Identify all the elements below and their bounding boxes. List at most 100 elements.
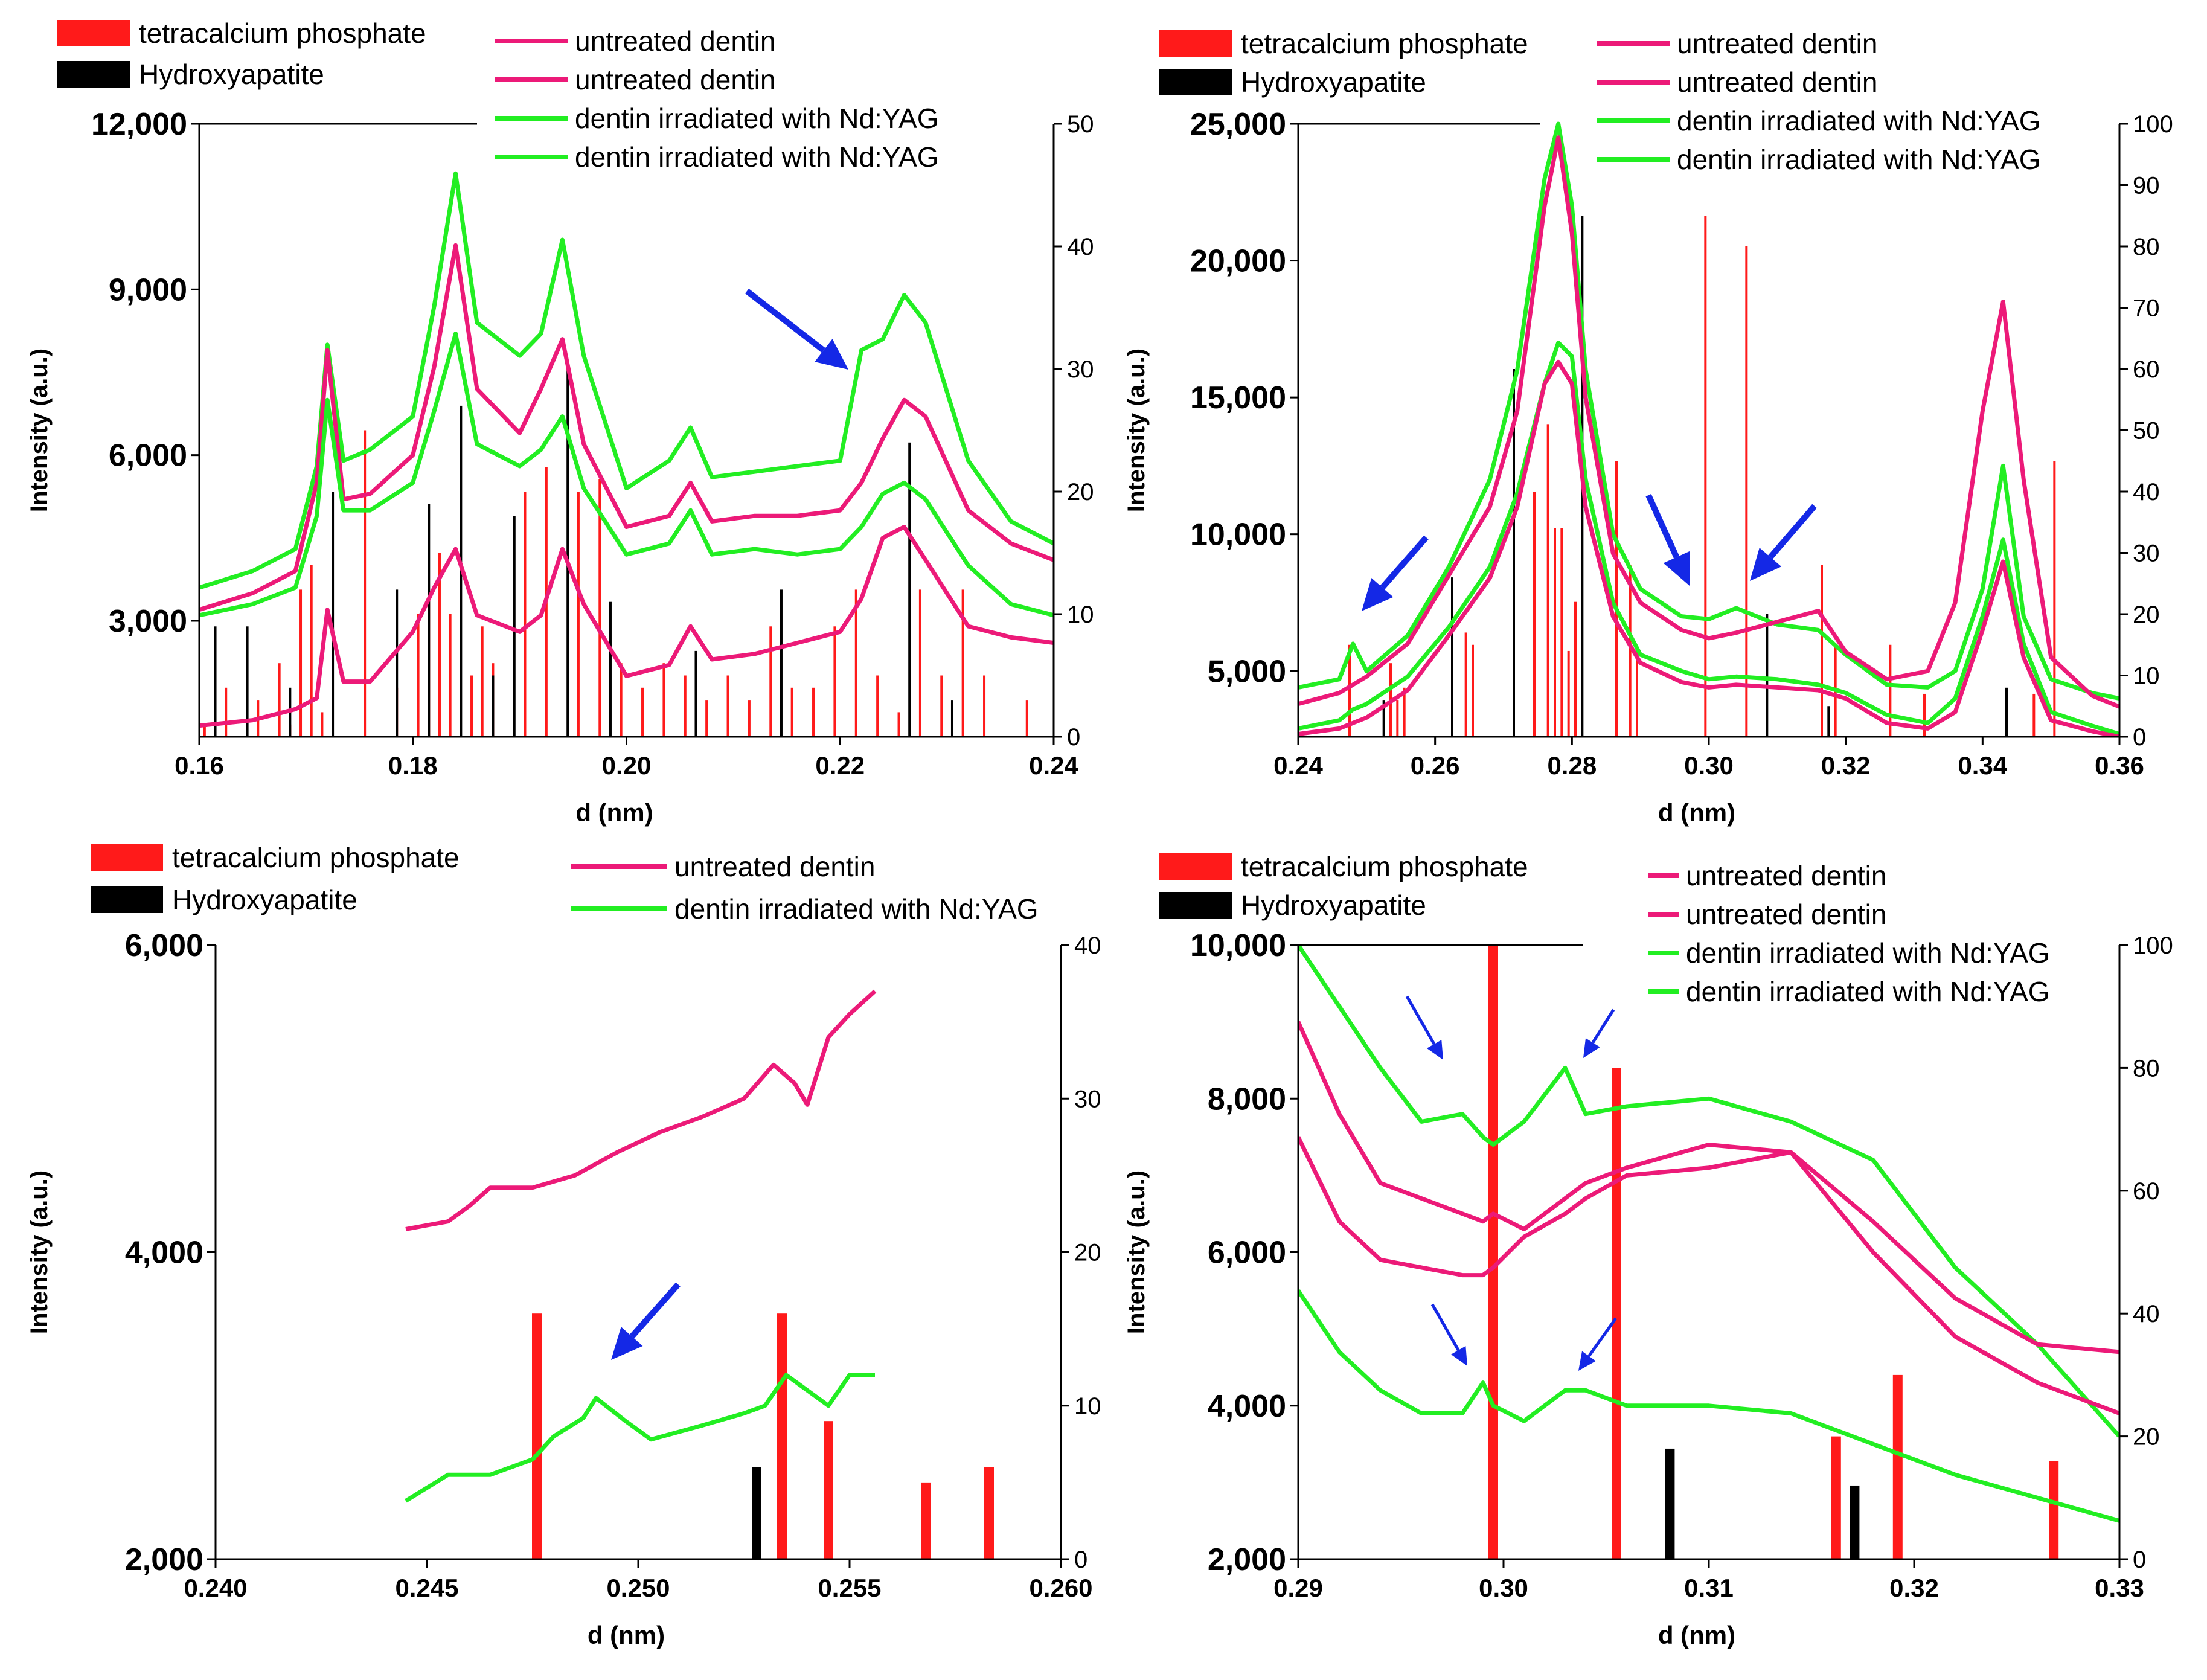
- arrow-shaft: [1591, 1008, 1615, 1044]
- tcp-bar-1: [1488, 945, 1498, 1559]
- annotation-arrow-icon: [1750, 504, 1817, 581]
- hap-bar-13: [780, 589, 783, 737]
- right-tick-label: 30: [1074, 1086, 1101, 1112]
- legend: tetracalcium phosphate Hydroxyapatite untr…: [57, 18, 939, 173]
- legend-label: tetracalcium phosphate: [1241, 28, 1528, 59]
- hap-reference-bars: [1665, 1448, 1860, 1559]
- left-tick-label: 6,000: [109, 438, 187, 473]
- tcp-bar-15: [1636, 650, 1638, 737]
- hap-bar-2: [1850, 1485, 1860, 1559]
- right-tick-label: 100: [2133, 932, 2173, 959]
- right-tick-label: 80: [2133, 1055, 2160, 1082]
- tcp-bar-13: [438, 553, 441, 737]
- x-tick-label: 0.32: [1889, 1574, 1939, 1602]
- untreated-dentin-line-2: [1298, 135, 2119, 709]
- hap-reference-bars: [1382, 216, 2008, 737]
- x-tick-label: 0.28: [1547, 751, 1597, 780]
- legend: tetracalcium phosphate Hydroxyapatite untr…: [91, 842, 1039, 925]
- x-tick-label: 0.31: [1684, 1574, 1734, 1602]
- arrow-shaft: [1380, 535, 1429, 590]
- right-tick-label: 80: [2133, 234, 2160, 260]
- hap-bar-12: [694, 650, 697, 737]
- arrow-shaft: [1587, 1317, 1618, 1358]
- left-tick-label: 4,000: [1208, 1389, 1286, 1424]
- tcp-bar-1: [1348, 644, 1351, 737]
- intensity-curves: [1298, 944, 2119, 1523]
- right-tick-label: 20: [2133, 1424, 2160, 1451]
- hap-bar-2: [246, 626, 249, 737]
- tcp-bar-5: [1464, 632, 1467, 737]
- tcp-bar-2: [1612, 1068, 1621, 1559]
- hap-bar-1: [214, 626, 217, 737]
- tcp-bar-16: [1704, 216, 1707, 737]
- left-tick-label: 15,000: [1190, 380, 1286, 415]
- tcp-bar-2: [777, 1313, 787, 1559]
- right-tick-label: 40: [2133, 479, 2160, 505]
- tcp-bar-33: [854, 589, 857, 737]
- tcp-bar-23: [2053, 461, 2056, 737]
- arrow-shaft: [1430, 1303, 1460, 1351]
- x-axis-title: d (nm): [588, 1621, 665, 1649]
- tcp-legend-swatch: [57, 20, 130, 46]
- tcp-bar-9: [1554, 528, 1556, 737]
- tcp-bar-25: [684, 675, 687, 737]
- x-tick-label: 0.20: [602, 751, 652, 780]
- arrow-shaft: [1405, 995, 1436, 1045]
- hap-legend-swatch: [91, 886, 163, 913]
- tcp-legend-swatch: [91, 844, 163, 871]
- right-tick-label: 0: [1067, 724, 1080, 751]
- right-tick-label: 50: [1067, 111, 1094, 138]
- tcp-bar-23: [641, 687, 644, 737]
- tcp-bar-26: [705, 700, 708, 737]
- left-tick-label: 12,000: [91, 107, 187, 142]
- arrow-head: [1362, 578, 1394, 611]
- hap-bar-3: [1513, 369, 1515, 737]
- x-tick-label: 0.30: [1684, 751, 1734, 780]
- tcp-bar-6: [1472, 644, 1474, 737]
- right-tick-label: 40: [1067, 234, 1094, 260]
- tcp-bar-3: [824, 1421, 833, 1559]
- x-tick-label: 0.250: [606, 1574, 670, 1602]
- left-tick-label: 9,000: [109, 272, 187, 307]
- tcp-bar-29: [769, 626, 772, 737]
- hap-bar-8: [492, 675, 495, 737]
- tcp-bar-28: [748, 700, 751, 737]
- tcp-bar-22: [2032, 693, 2036, 737]
- right-tick-label: 60: [2133, 1178, 2160, 1205]
- chart-panel-4: 2,000 4,000 6,000 8,000 10,000 0 20 40 60 80 100 0.…: [1123, 851, 2173, 1649]
- annotation-arrow-icon: [611, 1282, 681, 1360]
- arrow-head: [1578, 1351, 1596, 1371]
- intensity-curves: [405, 989, 877, 1503]
- annotation-arrow-icon: [1405, 995, 1443, 1060]
- right-tick-label: 40: [2133, 1301, 2160, 1327]
- axis-frame: [198, 123, 1055, 738]
- tcp-bar-11: [1567, 650, 1570, 737]
- arrow-shaft: [1645, 493, 1680, 559]
- y-axis-title: Intensity (a.u.): [1123, 1170, 1150, 1334]
- tcp-bar-4: [1892, 1374, 1903, 1559]
- untreated-dentin-line-1: [405, 989, 877, 1231]
- hap-bar-14: [908, 442, 911, 737]
- untreated-dentin-line-3: [1298, 1136, 2119, 1415]
- left-tick-label: 10,000: [1190, 518, 1286, 553]
- left-tick-label: 20,000: [1190, 244, 1286, 279]
- hap-bar-6: [428, 504, 431, 737]
- x-tick-label: 0.18: [388, 751, 438, 780]
- tcp-bar-8: [1546, 424, 1549, 737]
- hap-reference-bars: [752, 1467, 761, 1559]
- tcp-reference-bars: [1348, 216, 2056, 737]
- tcp-reference-bars: [532, 1313, 994, 1559]
- right-tick-label: 10: [1074, 1393, 1101, 1420]
- legend-label: tetracalcium phosphate: [172, 842, 460, 873]
- tcp-bar-18: [1821, 565, 1823, 737]
- left-tick-label: 10,000: [1190, 928, 1286, 963]
- left-tick-label: 5,000: [1208, 654, 1286, 689]
- tcp-legend-swatch: [1159, 30, 1232, 57]
- right-tick-label: 40: [1074, 932, 1101, 959]
- hap-bar-11: [609, 601, 612, 737]
- hap-bar-1: [1665, 1448, 1675, 1559]
- legend-label: dentin irradiated with Nd:YAG: [575, 103, 939, 134]
- tcp-bar-1: [203, 724, 206, 737]
- tcp-bar-1: [532, 1313, 542, 1559]
- legend-label: Hydroxyapatite: [139, 59, 324, 90]
